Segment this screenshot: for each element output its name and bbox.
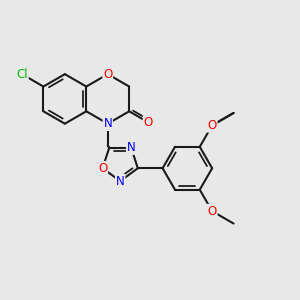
Text: O: O bbox=[98, 162, 107, 175]
Text: O: O bbox=[103, 68, 112, 81]
Text: O: O bbox=[208, 205, 217, 218]
Text: N: N bbox=[116, 175, 124, 188]
Text: N: N bbox=[103, 117, 112, 130]
Text: N: N bbox=[127, 141, 136, 154]
Text: O: O bbox=[208, 119, 217, 132]
Text: O: O bbox=[143, 116, 153, 129]
Text: Cl: Cl bbox=[16, 68, 28, 81]
